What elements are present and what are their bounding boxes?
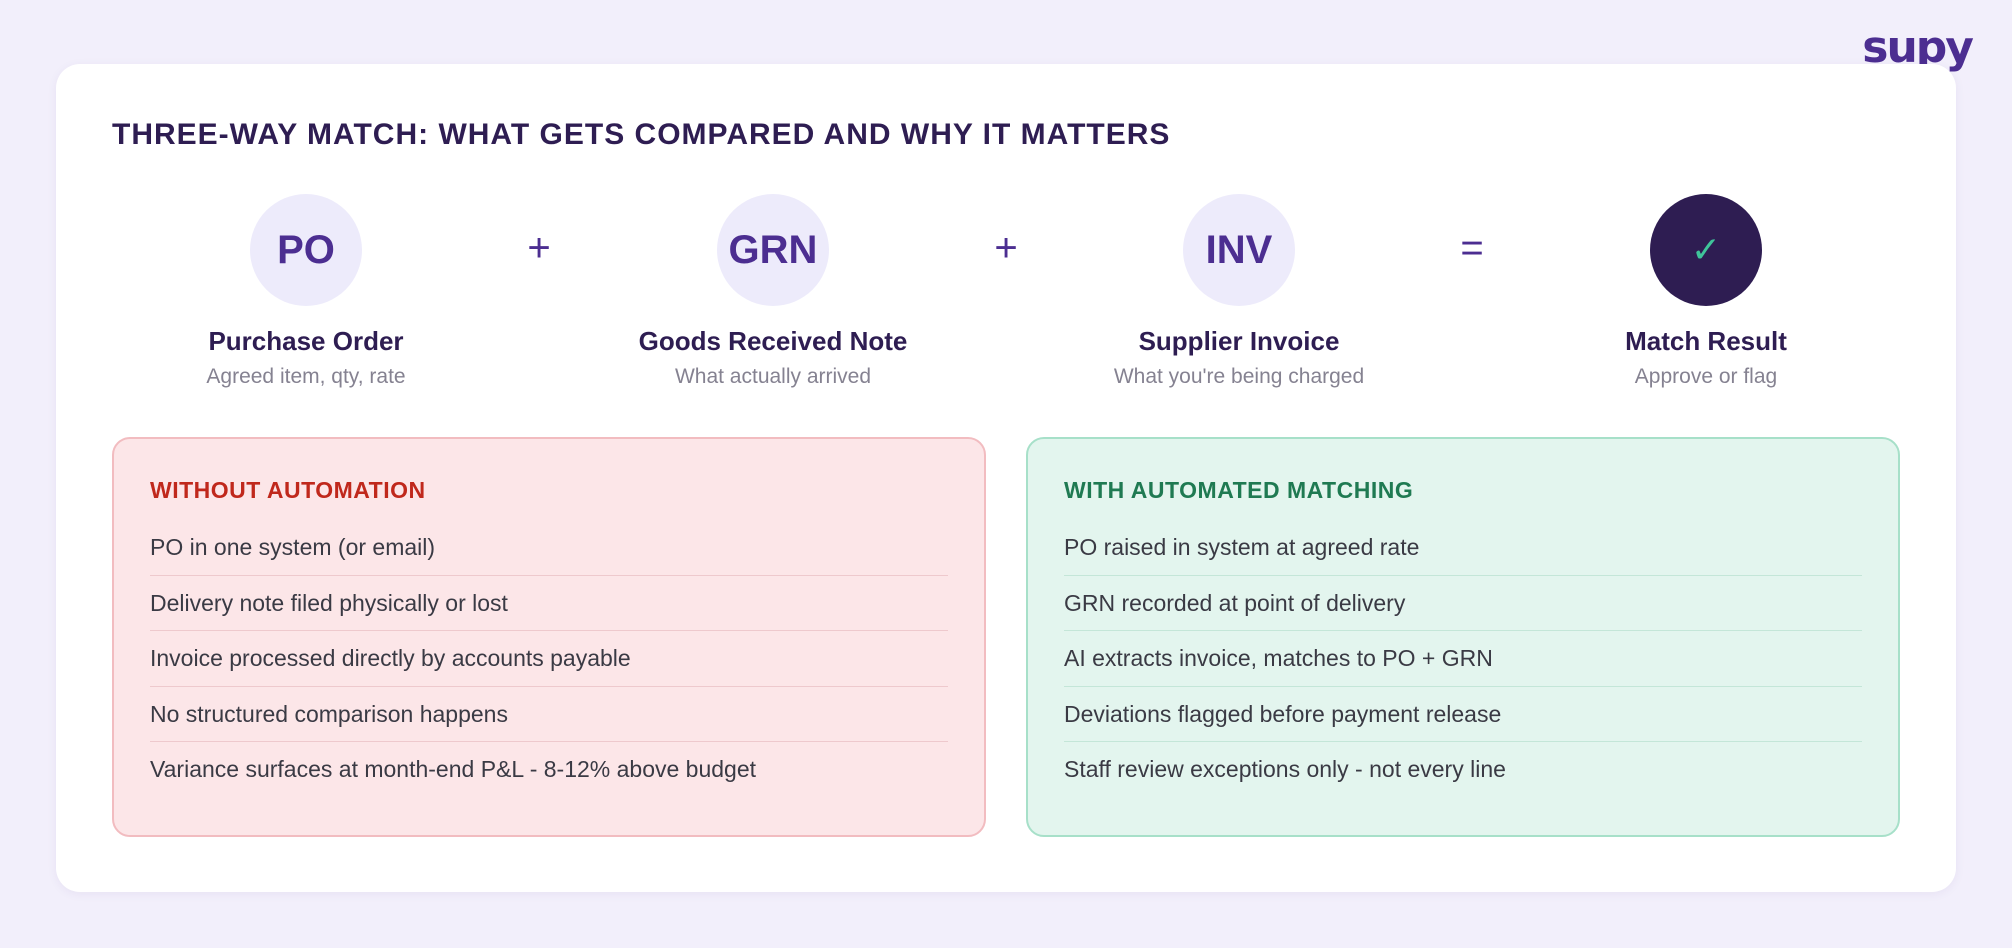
step-title: Supplier Invoice (1138, 326, 1340, 356)
panel-heading: WITH AUTOMATED MATCHING (1064, 477, 1414, 503)
step-subtitle: What you're being charged (1113, 365, 1365, 388)
list-item: No structured comparison happens (150, 687, 948, 742)
page-title: THREE-WAY MATCH: WHAT GETS COMPARED AND … (112, 118, 1171, 151)
three-way-match-flow: PO Purchase Order Agreed item, qty, rate… (56, 194, 1956, 394)
list-item: Deviations flagged before payment releas… (1064, 687, 1862, 742)
step-title: Goods Received Note (638, 326, 908, 356)
step-title: Purchase Order (208, 326, 404, 356)
main-card: THREE-WAY MATCH: WHAT GETS COMPARED AND … (56, 64, 1956, 892)
list-item: Delivery note filed physically or lost (150, 576, 948, 631)
list-item: PO raised in system at agreed rate (1064, 520, 1862, 576)
list-item: GRN recorded at point of delivery (1064, 576, 1862, 631)
step-title: Match Result (1625, 326, 1787, 356)
step-supplier-invoice: INV Supplier Invoice What you're being c… (1059, 194, 1419, 389)
inv-badge: INV (1183, 194, 1295, 306)
list-item: Invoice processed directly by accounts p… (150, 631, 948, 687)
plus-operator: + (994, 226, 1018, 270)
step-subtitle: What actually arrived (674, 365, 872, 388)
checkmark-icon: ✓ (1650, 194, 1762, 306)
step-subtitle: Agreed item, qty, rate (206, 365, 406, 388)
po-badge: PO (250, 194, 362, 306)
step-goods-received-note: GRN Goods Received Note What actually ar… (593, 194, 953, 389)
list-item: Variance surfaces at month-end P&L - 8-1… (150, 756, 757, 782)
step-purchase-order: PO Purchase Order Agreed item, qty, rate (126, 194, 486, 389)
step-match-result: ✓ Match Result Approve or flag (1526, 194, 1886, 389)
list-item: Staff review exceptions only - not every… (1064, 756, 1506, 782)
panel-heading: WITHOUT AUTOMATION (150, 477, 426, 503)
list-item: PO in one system (or email) (150, 520, 948, 576)
plus-operator: + (527, 226, 551, 270)
equals-operator: = (1460, 226, 1484, 270)
list-item: AI extracts invoice, matches to PO + GRN (1064, 631, 1862, 687)
without-automation-panel: WITHOUT AUTOMATION PO in one system (or … (112, 437, 986, 837)
grn-badge: GRN (717, 194, 829, 306)
with-automation-panel: WITH AUTOMATED MATCHING PO raised in sys… (1026, 437, 1900, 837)
step-subtitle: Approve or flag (1634, 365, 1778, 388)
